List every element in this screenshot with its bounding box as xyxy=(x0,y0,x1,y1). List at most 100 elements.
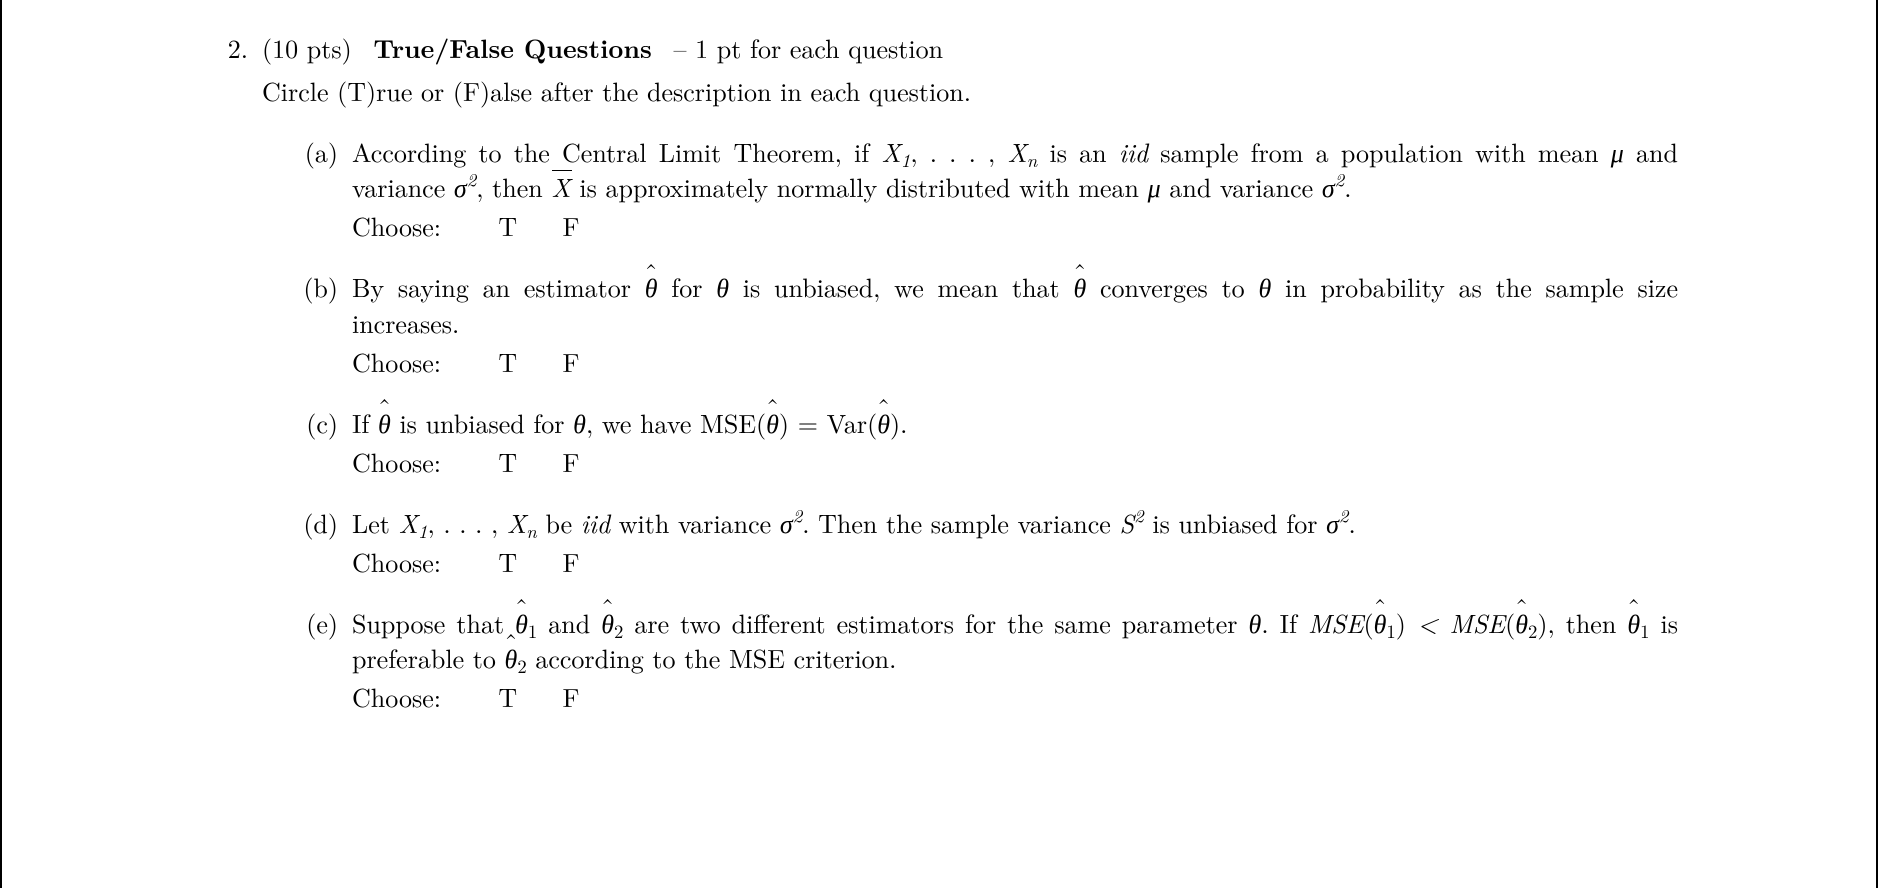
math-theta: θ xyxy=(1249,604,1262,641)
question-title: True/False Questions xyxy=(373,29,651,66)
rp: ) xyxy=(1537,604,1547,641)
question-instruction: Circle (T)rue or (F)alse after the descr… xyxy=(262,73,1678,108)
text: , we have MSE( xyxy=(586,404,766,441)
text: Suppose that xyxy=(352,604,515,641)
text: and xyxy=(537,604,601,641)
subquestion-b-body: By saying an estimator θ for θ is unbias… xyxy=(352,269,1678,378)
choose-line-c: Choose: T F xyxy=(352,444,1678,479)
text: , . . . , xyxy=(910,133,995,170)
text: and variance xyxy=(1161,168,1322,205)
text: ). xyxy=(890,404,907,441)
math-X1: X1 xyxy=(399,504,428,541)
text: . xyxy=(1348,504,1355,541)
math-theta2-hat: θ xyxy=(601,605,614,640)
math-Xn: Xn xyxy=(1007,133,1037,170)
text: for xyxy=(658,268,717,305)
text: be xyxy=(545,504,580,541)
math-theta-hat: θ xyxy=(766,405,779,440)
math-theta-hat: θ xyxy=(1073,269,1086,304)
subquestion-b: (b) By saying an estimator θ for θ is un… xyxy=(284,269,1678,378)
math-theta1-hat: θ xyxy=(1374,605,1387,640)
subquestion-d-body: Let X1, . . . , Xn be iid with variance … xyxy=(352,505,1678,579)
choose-label: Choose: xyxy=(352,443,441,480)
text: By saying an estimator xyxy=(352,268,645,305)
choice-true[interactable]: T xyxy=(498,678,517,715)
subquestion-a-body: According to the Central Limit Theorem, … xyxy=(352,134,1678,243)
choice-true[interactable]: T xyxy=(498,207,517,244)
choice-false[interactable]: F xyxy=(562,678,579,715)
mse: MSE xyxy=(1308,604,1364,641)
rp: ) xyxy=(1396,604,1406,641)
subquestion-e: (e) Suppose that θ1 and θ2 are two diffe… xyxy=(284,605,1678,714)
text: are two different estimators for the sam… xyxy=(623,604,1248,641)
subquestion-c: (c) If θ is unbiased for θ, we have MSE(… xyxy=(284,405,1678,479)
text: , . . . , xyxy=(427,504,498,541)
math-sigma2: σ2 xyxy=(454,168,476,205)
text: , then xyxy=(476,168,551,205)
choice-false[interactable]: F xyxy=(562,443,579,480)
text: . If xyxy=(1261,604,1308,641)
choice-false[interactable]: F xyxy=(562,543,579,580)
choice-true[interactable]: T xyxy=(498,343,517,380)
math-S2: S2 xyxy=(1120,504,1144,541)
math-mu: μ xyxy=(1611,133,1624,170)
question-subtitle: – 1 pt for each question xyxy=(673,29,943,66)
text: is unbiased for xyxy=(1144,504,1326,541)
subquestion-a: (a) According to the Central Limit Theor… xyxy=(284,134,1678,243)
choose-label: Choose: xyxy=(352,543,441,580)
subquestion-list: (a) According to the Central Limit Theor… xyxy=(284,134,1678,714)
question-number: 2. xyxy=(200,30,262,65)
text: sample from a population with mean xyxy=(1148,133,1611,170)
math-theta-hat: θ xyxy=(645,269,658,304)
lp: ( xyxy=(1505,604,1515,641)
math-theta2-hat: θ xyxy=(505,640,518,675)
subquestion-c-body: If θ is unbiased for θ, we have MSE(θ) =… xyxy=(352,405,1678,479)
choice-false[interactable]: F xyxy=(562,343,579,380)
choice-false[interactable]: F xyxy=(562,207,579,244)
choice-true[interactable]: T xyxy=(498,543,517,580)
iid: iid xyxy=(1119,133,1148,170)
math-theta2-hat: θ xyxy=(1515,605,1528,640)
math-theta: θ xyxy=(716,268,729,305)
math-theta1-hat: θ xyxy=(1627,605,1640,640)
choice-true[interactable]: T xyxy=(498,443,517,480)
math-X1: X1 xyxy=(881,133,910,170)
lp: ( xyxy=(1364,604,1374,641)
math-sigma2: σ2 xyxy=(1322,168,1344,205)
math-theta: θ xyxy=(573,404,586,441)
subquestion-d: (d) Let X1, . . . , Xn be iid with varia… xyxy=(284,505,1678,579)
question-header: 2. (10 pts) True/False Questions – 1 pt … xyxy=(200,30,1678,65)
subquestion-d-label: (d) xyxy=(284,505,352,540)
math-mu: μ xyxy=(1148,168,1161,205)
text: converges to xyxy=(1086,268,1258,305)
math-sigma2: σ2 xyxy=(780,504,802,541)
choose-label: Choose: xyxy=(352,207,441,244)
text: according to the MSE criterion. xyxy=(527,639,897,676)
question-points: (10 pts) xyxy=(262,29,352,66)
exam-page: 2. (10 pts) True/False Questions – 1 pt … xyxy=(0,0,1878,734)
text: is approximately normally distributed wi… xyxy=(571,168,1148,205)
choose-label: Choose: xyxy=(352,343,441,380)
subquestion-b-label: (b) xyxy=(284,269,352,304)
text: If xyxy=(352,404,378,441)
text: , then xyxy=(1547,604,1627,641)
text: is unbiased for xyxy=(391,404,573,441)
question-title-line: (10 pts) True/False Questions – 1 pt for… xyxy=(262,30,1678,65)
text: is unbiased, we mean that xyxy=(729,268,1073,305)
math-Xn: Xn xyxy=(507,504,537,541)
iid: iid xyxy=(581,504,610,541)
lt: < xyxy=(1406,604,1450,641)
subquestion-e-label: (e) xyxy=(284,605,352,640)
text: is an xyxy=(1050,133,1119,170)
choose-line-e: Choose: T F xyxy=(352,679,1678,714)
math-theta: θ xyxy=(1258,268,1271,305)
choose-label: Choose: xyxy=(352,678,441,715)
subquestion-c-label: (c) xyxy=(284,405,352,440)
subquestion-a-label: (a) xyxy=(284,134,352,169)
choose-line-d: Choose: T F xyxy=(352,544,1678,579)
choose-line-b: Choose: T F xyxy=(352,344,1678,379)
text: . Then the sample variance xyxy=(802,504,1119,541)
math-theta-hat: θ xyxy=(877,405,890,440)
text: Let xyxy=(352,504,399,541)
math-Xbar: X xyxy=(551,169,570,204)
